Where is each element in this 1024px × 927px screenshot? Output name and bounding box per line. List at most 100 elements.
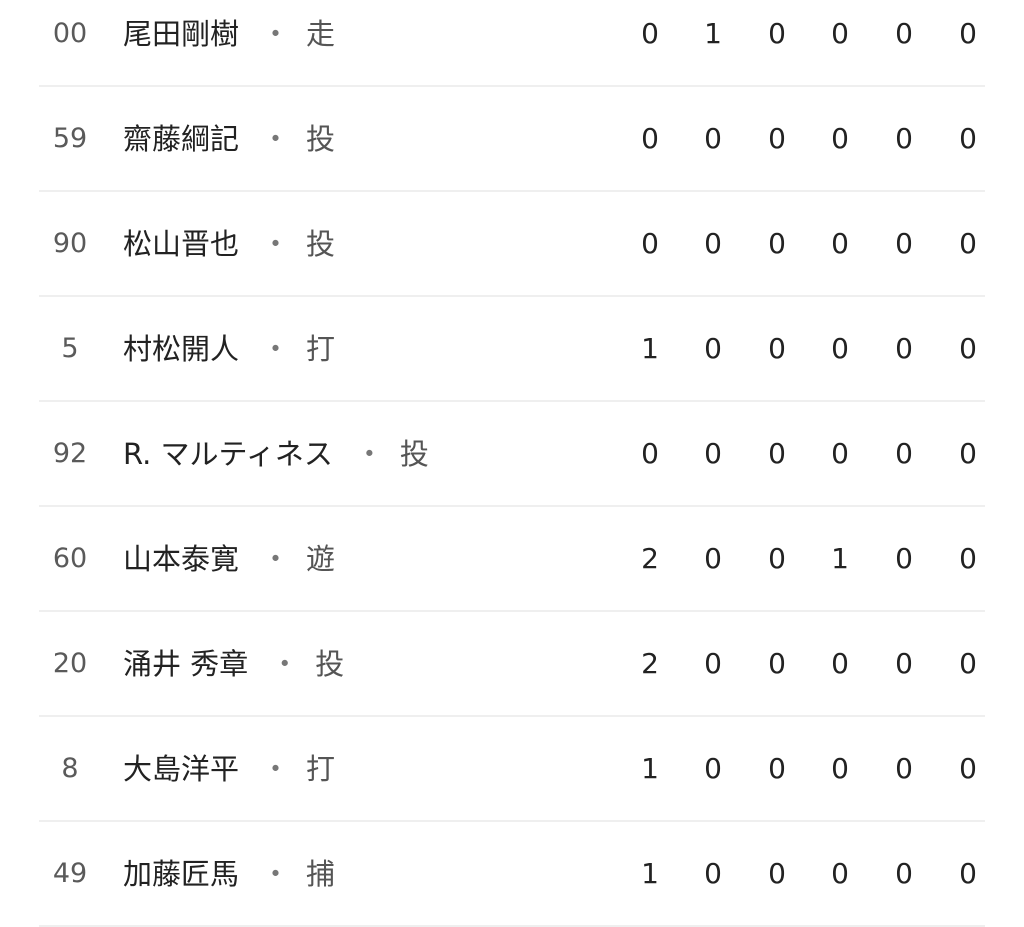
player-name: 涌井 秀章 (123, 647, 249, 681)
player-name-cell: 大島洋平・打 (123, 717, 335, 821)
player-name-cell: 尾田剛樹・走 (123, 0, 335, 86)
stat-value: 0 (831, 752, 849, 785)
separator: ・ (261, 857, 291, 891)
player-name: 山本泰寛 (123, 542, 240, 576)
stat-value: 0 (768, 17, 786, 50)
stat-value: 0 (831, 122, 849, 155)
stat-value: 0 (831, 17, 849, 50)
player-name: 大島洋平 (123, 752, 240, 786)
stat-value: 1 (641, 332, 659, 365)
separator: ・ (261, 542, 291, 576)
player-row[interactable]: 00 尾田剛樹・走 0 1 0 0 0 0 (39, 0, 985, 87)
stat-value: 0 (768, 122, 786, 155)
stat-value: 0 (895, 17, 913, 50)
player-position: 投 (306, 227, 336, 261)
stat-value: 0 (831, 857, 849, 890)
player-name-cell: 山本泰寛・遊 (123, 507, 335, 611)
stat-value: 0 (768, 647, 786, 680)
stat-value: 1 (641, 752, 659, 785)
player-row[interactable]: 59 齋藤綱記・投 0 0 0 0 0 0 (39, 87, 985, 192)
separator: ・ (270, 647, 300, 681)
player-name-cell: 齋藤綱記・投 (123, 87, 335, 191)
stat-value: 0 (895, 437, 913, 470)
player-name: R. マルティネス (123, 437, 333, 471)
player-position: 投 (315, 647, 345, 681)
stat-value: 0 (959, 857, 977, 890)
stat-value: 0 (895, 122, 913, 155)
player-name-cell: 加藤匠馬・捕 (123, 822, 335, 926)
player-row[interactable]: 49 加藤匠馬・捕 1 0 0 0 0 0 (39, 822, 985, 927)
player-name-cell: R. マルティネス・投 (123, 402, 429, 506)
uniform-number: 20 (52, 648, 88, 679)
player-name: 齋藤綱記 (123, 122, 240, 156)
stat-value: 0 (768, 857, 786, 890)
stat-value: 0 (704, 857, 722, 890)
stat-value: 0 (959, 542, 977, 575)
player-name-cell: 涌井 秀章・投 (123, 612, 344, 716)
uniform-number: 5 (61, 333, 79, 364)
stat-value: 0 (895, 542, 913, 575)
player-row[interactable]: 92 R. マルティネス・投 0 0 0 0 0 0 (39, 402, 985, 507)
stat-value: 0 (704, 752, 722, 785)
stat-value: 0 (831, 437, 849, 470)
stat-value: 0 (704, 332, 722, 365)
stat-value: 0 (704, 647, 722, 680)
separator: ・ (261, 122, 291, 156)
stat-value: 0 (895, 857, 913, 890)
stat-value: 0 (641, 437, 659, 470)
player-name: 加藤匠馬 (123, 857, 240, 891)
stat-value: 0 (768, 227, 786, 260)
player-position: 捕 (306, 857, 336, 891)
player-name-cell: 松山晋也・投 (123, 192, 335, 296)
player-position: 投 (399, 437, 429, 471)
stat-value: 0 (768, 332, 786, 365)
stat-value: 0 (704, 542, 722, 575)
stat-value: 0 (959, 647, 977, 680)
uniform-number: 00 (52, 18, 88, 49)
player-position: 遊 (306, 542, 336, 576)
stat-value: 0 (831, 647, 849, 680)
stat-value: 0 (704, 122, 722, 155)
stat-value: 0 (641, 17, 659, 50)
separator: ・ (261, 17, 291, 51)
stat-value: 0 (768, 542, 786, 575)
stat-value: 1 (831, 542, 849, 575)
player-position: 打 (306, 332, 336, 366)
stat-value: 0 (831, 227, 849, 260)
stat-value: 2 (641, 542, 659, 575)
player-row[interactable]: 60 山本泰寛・遊 2 0 0 1 0 0 (39, 507, 985, 612)
separator: ・ (354, 437, 384, 471)
stat-value: 0 (895, 647, 913, 680)
stat-value: 0 (895, 227, 913, 260)
player-row[interactable]: 8 大島洋平・打 1 0 0 0 0 0 (39, 717, 985, 822)
stat-value: 0 (768, 752, 786, 785)
stat-value: 0 (895, 332, 913, 365)
uniform-number: 8 (61, 753, 79, 784)
stat-value: 0 (768, 437, 786, 470)
uniform-number: 92 (52, 438, 88, 469)
player-row[interactable]: 90 松山晋也・投 0 0 0 0 0 0 (39, 192, 985, 297)
player-name: 松山晋也 (123, 227, 240, 261)
stat-value: 0 (704, 437, 722, 470)
uniform-number: 60 (52, 543, 88, 574)
player-row[interactable]: 20 涌井 秀章・投 2 0 0 0 0 0 (39, 612, 985, 717)
stat-value: 0 (831, 332, 849, 365)
player-name-cell: 村松開人・打 (123, 297, 335, 401)
separator: ・ (261, 332, 291, 366)
player-position: 投 (306, 122, 336, 156)
stat-value: 0 (959, 437, 977, 470)
stat-value: 0 (641, 122, 659, 155)
player-row[interactable]: 5 村松開人・打 1 0 0 0 0 0 (39, 297, 985, 402)
uniform-number: 59 (52, 123, 88, 154)
player-name: 尾田剛樹 (123, 17, 240, 51)
separator: ・ (261, 227, 291, 261)
player-position: 打 (306, 752, 336, 786)
stat-value: 0 (895, 752, 913, 785)
stat-value: 1 (704, 17, 722, 50)
stat-value: 0 (959, 332, 977, 365)
uniform-number: 49 (52, 858, 88, 889)
separator: ・ (261, 752, 291, 786)
stat-value: 0 (641, 227, 659, 260)
stat-value: 0 (959, 122, 977, 155)
